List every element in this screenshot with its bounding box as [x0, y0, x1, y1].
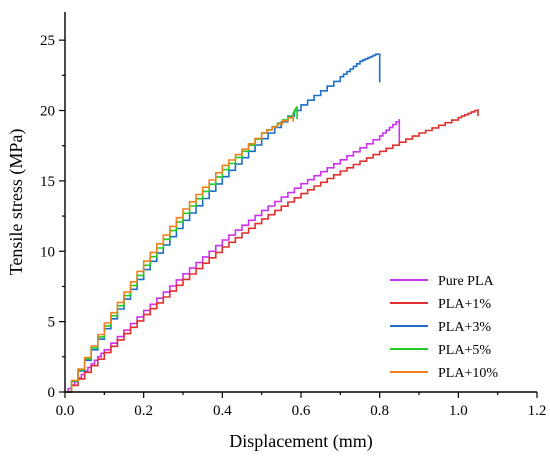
y-tick-label: 10 [40, 244, 55, 260]
legend-label: Pure PLA [438, 274, 495, 289]
x-tick-label: 1.0 [449, 403, 468, 419]
x-tick-label: 1.2 [528, 403, 547, 419]
y-axis-title: Tensile stress (MPa) [6, 129, 27, 276]
y-tick-label: 25 [40, 33, 55, 49]
legend-label: PLA+5% [438, 343, 491, 358]
series-line-3 [65, 53, 381, 393]
legend-label: PLA+1% [438, 297, 491, 312]
series-line-1 [65, 119, 401, 393]
series-line-2 [65, 109, 479, 393]
x-axis-title: Displacement (mm) [229, 431, 372, 452]
y-tick-label: 15 [40, 174, 55, 190]
axes: 0.0 0.2 0.4 0.6 0.8 1.0 1.2 0 5 10 15 20 25 [40, 12, 546, 419]
x-tick-label: 0.6 [292, 403, 311, 419]
legend: Pure PLA PLA+1% PLA+3% PLA+5% PLA+10% [390, 274, 498, 381]
x-tick-label: 0.8 [370, 403, 389, 419]
x-tick-label: 0.0 [56, 403, 75, 419]
x-tick-label: 0.2 [134, 403, 153, 419]
plot-area [65, 53, 479, 393]
y-tick-label: 0 [48, 385, 56, 401]
legend-label: PLA+10% [438, 366, 498, 381]
x-tick-label: 0.4 [213, 403, 232, 419]
y-tick-label: 20 [40, 104, 55, 120]
series-line-5 [65, 114, 294, 393]
legend-label: PLA+3% [438, 320, 491, 335]
y-tick-label: 5 [48, 315, 56, 331]
series-line-4 [65, 106, 298, 393]
